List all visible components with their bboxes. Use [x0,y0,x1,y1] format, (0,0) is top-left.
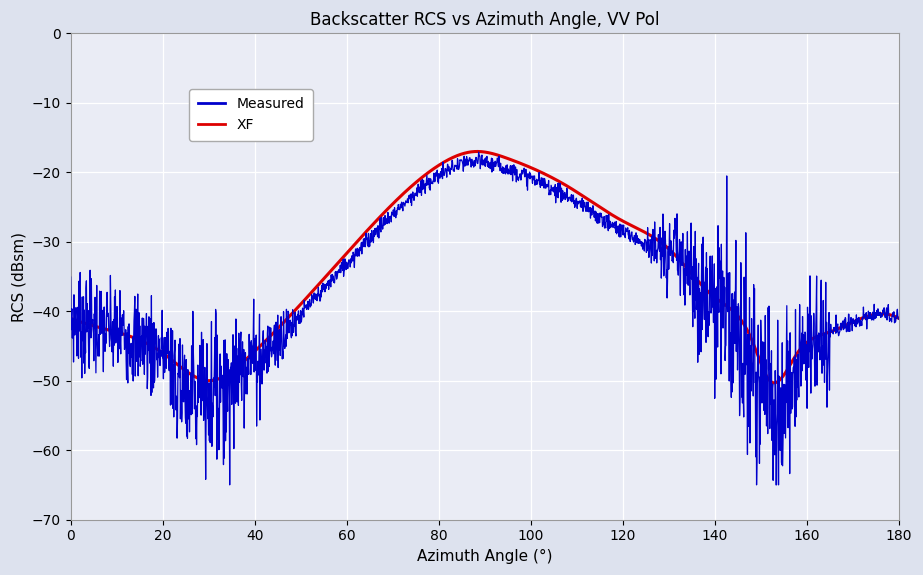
Y-axis label: RCS (dBsm): RCS (dBsm) [11,232,26,321]
Legend: Measured, XF: Measured, XF [189,89,313,141]
Title: Backscatter RCS vs Azimuth Angle, VV Pol: Backscatter RCS vs Azimuth Angle, VV Pol [310,11,659,29]
X-axis label: Azimuth Angle (°): Azimuth Angle (°) [417,549,552,564]
